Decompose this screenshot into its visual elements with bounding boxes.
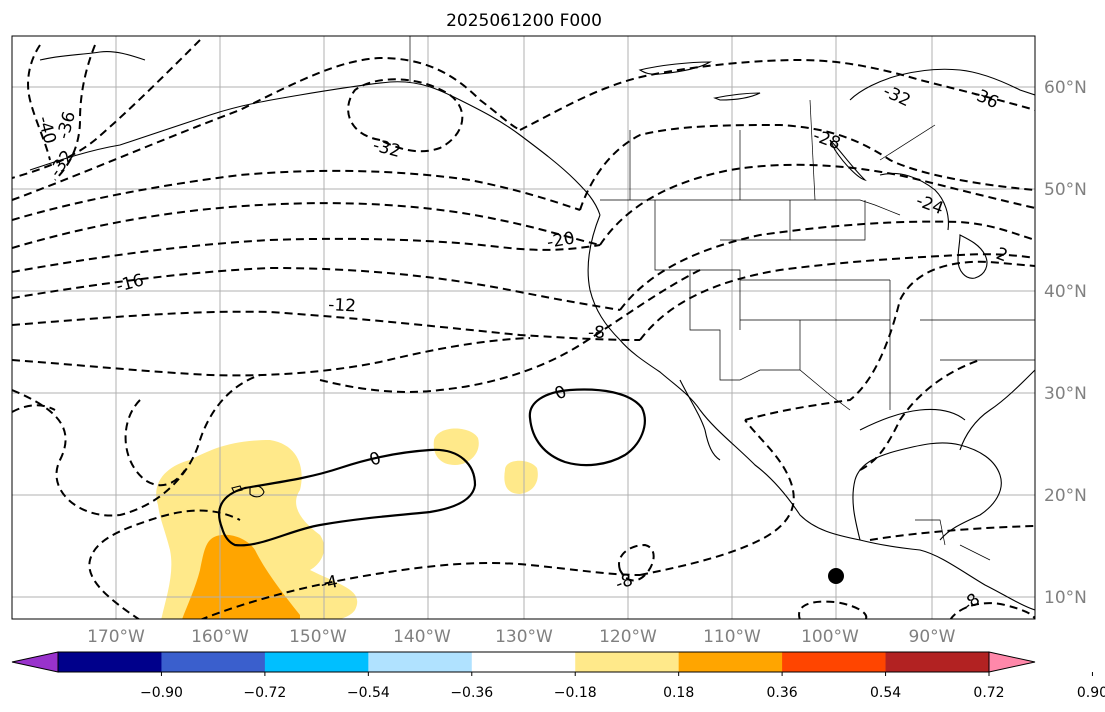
contour-label: -8 bbox=[958, 590, 984, 616]
contour-label: -36 bbox=[54, 109, 81, 141]
contour-label: -20 bbox=[545, 228, 576, 253]
lon-label: 90°W bbox=[909, 627, 956, 647]
latitude-labels: 60°N 50°N 40°N 30°N 20°N 10°N bbox=[1044, 78, 1087, 608]
lon-label: 100°W bbox=[801, 627, 859, 647]
contour-label: -4 bbox=[319, 572, 340, 595]
lat-label: 40°N bbox=[1044, 282, 1087, 302]
colorbar-tick-label: −0.90 bbox=[140, 685, 183, 701]
location-marker bbox=[828, 568, 844, 584]
colorbar-tick-label: −0.36 bbox=[450, 685, 493, 701]
colorbar-swatch bbox=[12, 652, 58, 672]
colorbar-swatch bbox=[989, 652, 1035, 672]
contour-label: -8 bbox=[588, 323, 605, 343]
colorbar-tick-label: 0.18 bbox=[663, 685, 694, 701]
colorbar-tick-label: 0.36 bbox=[767, 685, 798, 701]
lon-label: 160°W bbox=[191, 627, 249, 647]
colorbar-swatch bbox=[575, 652, 680, 672]
colorbar-tick-label: 0.54 bbox=[870, 685, 901, 701]
contour-label: -12 bbox=[328, 295, 357, 316]
colorbar-tick-label: 0.90 bbox=[1077, 685, 1105, 701]
longitude-labels: 170°W 160°W 150°W 140°W 130°W 120°W 110°… bbox=[87, 627, 956, 647]
zero-contours bbox=[218, 388, 646, 547]
contour-label: -24 bbox=[913, 191, 946, 219]
colorbar-swatch bbox=[885, 652, 990, 672]
lon-label: 170°W bbox=[87, 627, 145, 647]
lon-label: 110°W bbox=[703, 627, 761, 647]
map-area: -40 -36 -32 -32 -28 -32 -36 -24 -20 -16 … bbox=[12, 36, 1035, 619]
colorbar-swatch bbox=[161, 652, 266, 672]
colorbar-tick-label: −0.54 bbox=[347, 685, 390, 701]
colorbar-swatch bbox=[678, 652, 783, 672]
contour-label: -16 bbox=[114, 270, 146, 297]
negative-contours bbox=[12, 39, 1035, 619]
lon-label: 140°W bbox=[393, 627, 451, 647]
graticule bbox=[12, 36, 1035, 619]
lon-label: 130°W bbox=[495, 627, 553, 647]
lon-label: 120°W bbox=[599, 627, 657, 647]
colorbar-tick-label: 0.72 bbox=[973, 685, 1004, 701]
lat-label: 50°N bbox=[1044, 180, 1087, 200]
colorbar-swatches bbox=[12, 652, 1035, 672]
colorbar-swatch bbox=[368, 652, 473, 672]
colorbar-ticks: −0.90 −0.72 −0.54 −0.36 −0.18 0.18 0.36 0.54 0.7… bbox=[140, 672, 1105, 701]
colorbar-tick-label: −0.18 bbox=[554, 685, 597, 701]
colorbar-frame-right bbox=[988, 651, 1036, 673]
map-frame bbox=[11, 35, 1036, 620]
colorbar-swatch bbox=[471, 652, 576, 672]
contour-label: -32 bbox=[880, 81, 914, 111]
lat-label: 30°N bbox=[1044, 384, 1087, 404]
contour-label: -32 bbox=[371, 136, 403, 163]
lat-label: 60°N bbox=[1044, 78, 1087, 98]
colorbar-swatch bbox=[264, 652, 369, 672]
colorbar-swatch bbox=[782, 652, 887, 672]
colorbar-tick-label: −0.72 bbox=[243, 685, 286, 701]
anomaly-fill-dark bbox=[182, 534, 300, 619]
lat-label: 10°N bbox=[1044, 588, 1087, 608]
colorbar: −0.90 −0.72 −0.54 −0.36 −0.18 0.18 0.36 0.54 0.7… bbox=[11, 651, 1105, 701]
borders bbox=[409, 36, 1035, 561]
colorbar-swatch bbox=[58, 652, 162, 672]
lat-label: 20°N bbox=[1044, 486, 1087, 506]
lon-label: 150°W bbox=[289, 627, 347, 647]
contour-label: 0 bbox=[367, 448, 384, 470]
contour-label: -36 bbox=[968, 83, 1002, 113]
map-title: 2025061200 F000 bbox=[446, 11, 602, 31]
contour-label: -8 bbox=[613, 570, 636, 595]
